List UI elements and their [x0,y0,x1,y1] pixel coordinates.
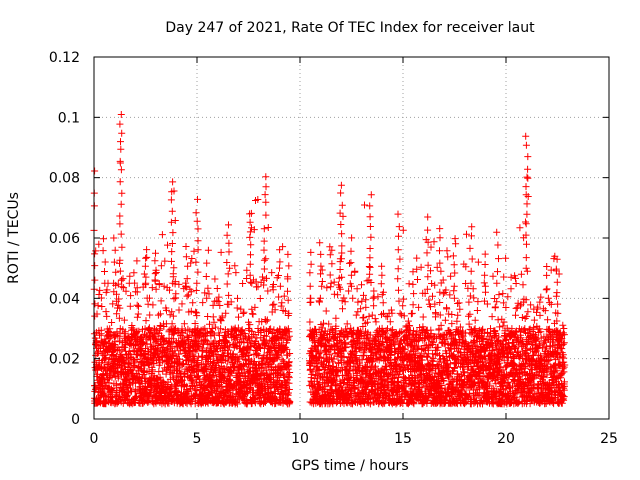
y-tick-label: 0.02 [49,352,80,368]
x-tick-labels: 0 5 10 15 20 25 [90,431,618,447]
grid [94,57,609,419]
y-tick-label: 0.08 [49,171,80,187]
x-tick-label: 15 [394,431,412,447]
axis-ticks [93,56,610,420]
x-tick-label: 10 [291,431,309,447]
y-tick-label: 0.1 [58,110,80,126]
x-tick-label: 20 [497,431,515,447]
y-tick-labels: 0 0.02 0.04 0.06 0.08 0.1 0.12 [49,50,80,428]
y-tick-label: 0.06 [49,231,80,247]
y-tick-label: 0.04 [49,291,80,307]
y-tick-label: 0.12 [49,50,80,66]
x-axis-title: GPS time / hours [291,458,408,474]
data-points [90,111,569,408]
x-tick-label: 25 [600,431,618,447]
chart-title: Day 247 of 2021, Rate Of TEC Index for r… [165,20,535,36]
roti-markers [90,111,569,408]
x-tick-label: 5 [193,431,202,447]
x-tick-label: 0 [90,431,99,447]
y-axis-title: ROTI / TECUs [6,192,22,284]
y-tick-label: 0 [71,412,80,428]
